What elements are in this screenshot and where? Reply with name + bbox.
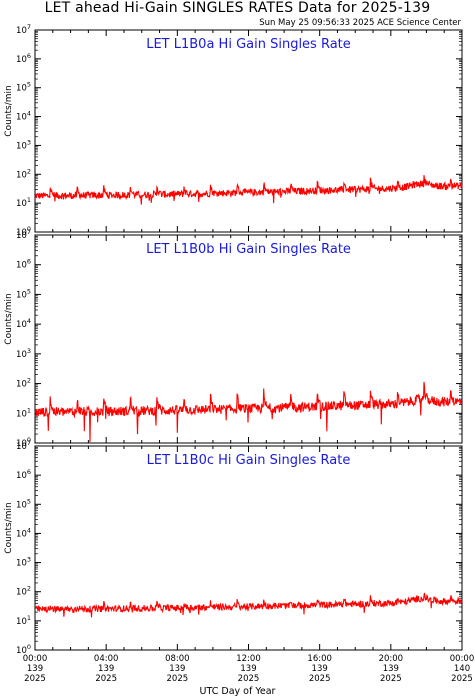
y-tick-label: 105 — [16, 497, 31, 510]
x-tick-label: 2025 — [24, 674, 46, 684]
y-tick-label: 102 — [16, 377, 31, 390]
x-tick-label: 139 — [240, 664, 256, 674]
y-tick-label: 103 — [16, 138, 31, 151]
y-tick-label: 100 — [16, 436, 31, 449]
x-tick-label: 139 — [383, 664, 399, 674]
x-tick-label: 00:00 — [23, 654, 48, 664]
y-tick-label: 107 — [16, 439, 31, 452]
x-tick-label: 08:00 — [165, 654, 190, 664]
panel-title: LET L1B0a Hi Gain Singles Rate — [146, 37, 351, 52]
singles-rate-series-line — [34, 381, 463, 443]
x-tick-label: 139 — [169, 664, 185, 674]
x-tick-label: 2025 — [309, 674, 331, 684]
y-tick-label: 101 — [16, 614, 31, 627]
y-axis-label: Counts/min — [4, 502, 14, 553]
plot-frame — [34, 29, 463, 233]
x-tick-label: 20:00 — [379, 654, 404, 664]
chart-panel-1: 100 101 102 103 104 105 106 107 Counts/min LET L1… — [4, 23, 463, 238]
y-tick-label: 104 — [16, 110, 31, 123]
y-tick-label: 106 — [16, 52, 31, 65]
y-tick-label: 100 — [16, 643, 31, 656]
chart-main-title: LET ahead Hi-Gain SINGLES RATES Data for… — [44, 0, 431, 16]
x-tick-label: 2025 — [238, 674, 260, 684]
x-tick-label: 04:00 — [94, 654, 119, 664]
x-tick-label: 16:00 — [307, 654, 332, 664]
x-tick-label: 2025 — [95, 674, 117, 684]
panel-title: LET L1B0c Hi Gain Singles Rate — [147, 453, 351, 468]
chart-panel-2: 100 101 102 103 104 105 106 107 Counts/min LET L1… — [4, 228, 463, 449]
y-tick-label: 105 — [16, 81, 31, 94]
y-tick-label: 106 — [16, 258, 31, 271]
y-tick-label: 103 — [16, 556, 31, 569]
x-tick-label: 00:00 — [450, 654, 475, 664]
generated-timestamp: Sun May 25 09:56:33 2025 ACE Science Cen… — [259, 18, 461, 28]
x-tick-label: 12:00 — [236, 654, 261, 664]
x-tick-label: 139 — [312, 664, 328, 674]
plot-frame — [34, 445, 463, 651]
y-tick-label: 100 — [16, 225, 31, 238]
y-tick-label: 101 — [16, 196, 31, 209]
x-axis-label: UTC Day of Year — [199, 686, 276, 697]
x-tick-label: 139 — [27, 664, 43, 674]
panel-title: LET L1B0b Hi Gain Singles Rate — [146, 242, 351, 257]
y-tick-label: 106 — [16, 468, 31, 481]
chart-panel-3: 100 101 102 103 104 105 106 107 Counts/min LET L1… — [4, 439, 463, 656]
x-tick-label: 140 — [454, 664, 470, 674]
y-tick-label: 107 — [16, 23, 31, 36]
y-tick-label: 105 — [16, 287, 31, 300]
y-tick-label: 102 — [16, 585, 31, 598]
y-tick-label: 103 — [16, 347, 31, 360]
x-tick-label: 2025 — [167, 674, 189, 684]
y-tick-label: 102 — [16, 167, 31, 180]
x-tick-label: 2025 — [451, 674, 473, 684]
singles-rate-series-line — [34, 592, 463, 618]
y-tick-label: 107 — [16, 228, 31, 241]
singles-rate-series-line — [34, 175, 463, 205]
y-axis-label: Counts/min — [4, 293, 14, 344]
y-tick-label: 104 — [16, 526, 31, 539]
x-tick-label: 2025 — [380, 674, 402, 684]
x-tick-label: 139 — [98, 664, 114, 674]
y-tick-label: 104 — [16, 317, 31, 330]
y-tick-label: 101 — [16, 406, 31, 419]
y-axis-label: Counts/min — [4, 85, 14, 136]
